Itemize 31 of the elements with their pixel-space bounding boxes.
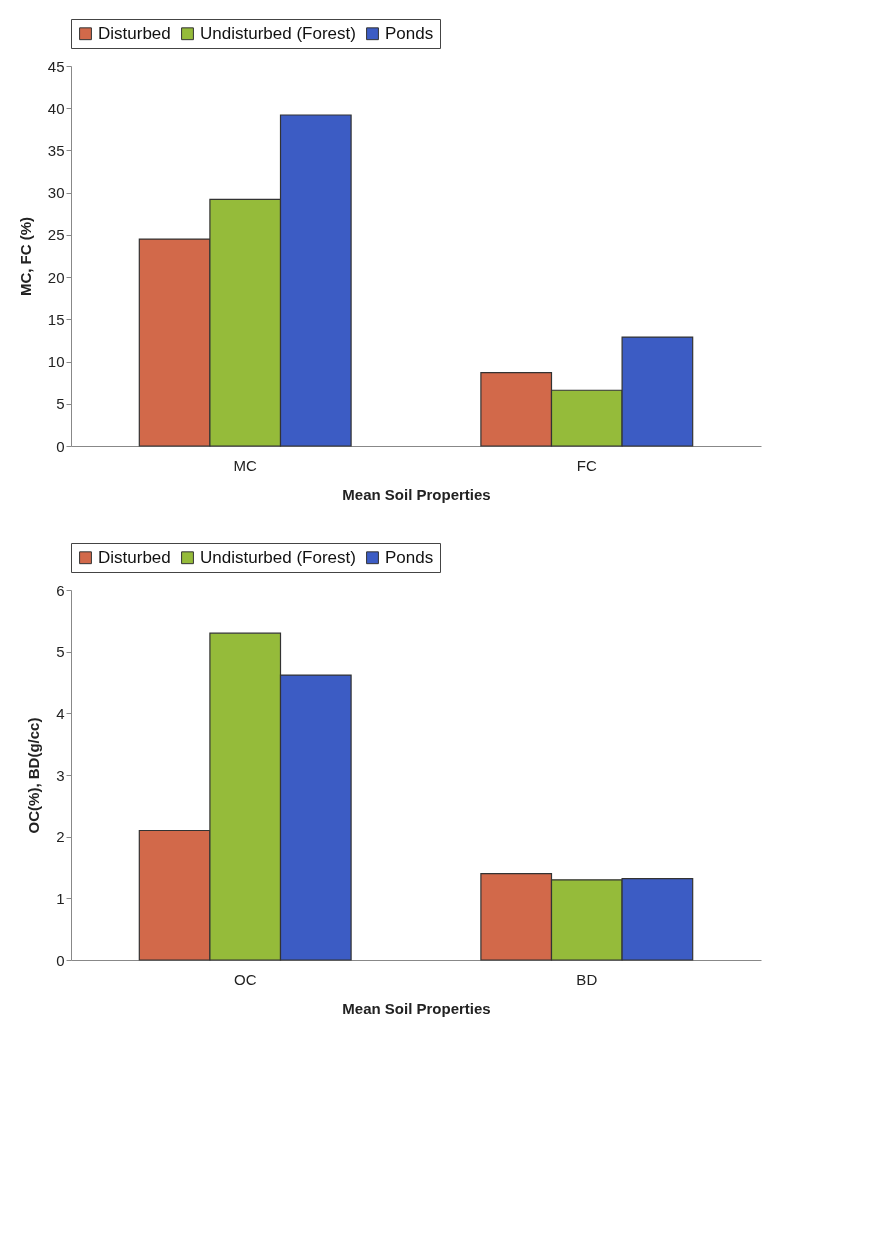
y-tick-label: 2 <box>56 828 65 846</box>
x-tick-label: OC <box>233 970 257 988</box>
y-tick-label: 30 <box>47 184 65 202</box>
y-tick-label: 1 <box>56 889 65 907</box>
y-tick-label: 35 <box>47 141 65 159</box>
x-tick-label: MC <box>233 456 258 474</box>
y-tick-label: 0 <box>56 437 65 455</box>
y-tick-label: 5 <box>56 643 65 661</box>
y-tick-label: 3 <box>56 766 65 784</box>
legend-label: Disturbed <box>98 547 171 567</box>
x-tick-label: FC <box>576 456 597 474</box>
x-tick-label: BD <box>576 970 598 988</box>
legend-label: Undisturbed (Forest) <box>200 23 356 43</box>
y-tick-label: 40 <box>47 99 65 117</box>
legend-label: Ponds <box>385 547 434 567</box>
legend-label: Disturbed <box>98 23 171 43</box>
y-tick-label: 45 <box>47 57 65 75</box>
x-axis-title: Mean Soil Properties <box>342 485 491 503</box>
y-tick-label: 0 <box>56 951 65 969</box>
y-axis-title: MC, FC (%) <box>16 216 34 297</box>
y-tick-label: 6 <box>56 581 65 599</box>
legend-label: Undisturbed (Forest) <box>200 547 356 567</box>
y-tick-label: 15 <box>47 310 65 328</box>
y-tick-label: 25 <box>47 226 65 244</box>
y-tick-label: 4 <box>56 704 65 722</box>
legend-label: Ponds <box>385 23 434 43</box>
y-tick-label: 20 <box>47 268 65 286</box>
y-axis-title: OC(%), BD(g/cc) <box>25 717 43 834</box>
y-tick-label: 10 <box>47 353 65 371</box>
y-tick-label: 5 <box>56 395 65 413</box>
x-axis-title: Mean Soil Properties <box>342 999 491 1017</box>
